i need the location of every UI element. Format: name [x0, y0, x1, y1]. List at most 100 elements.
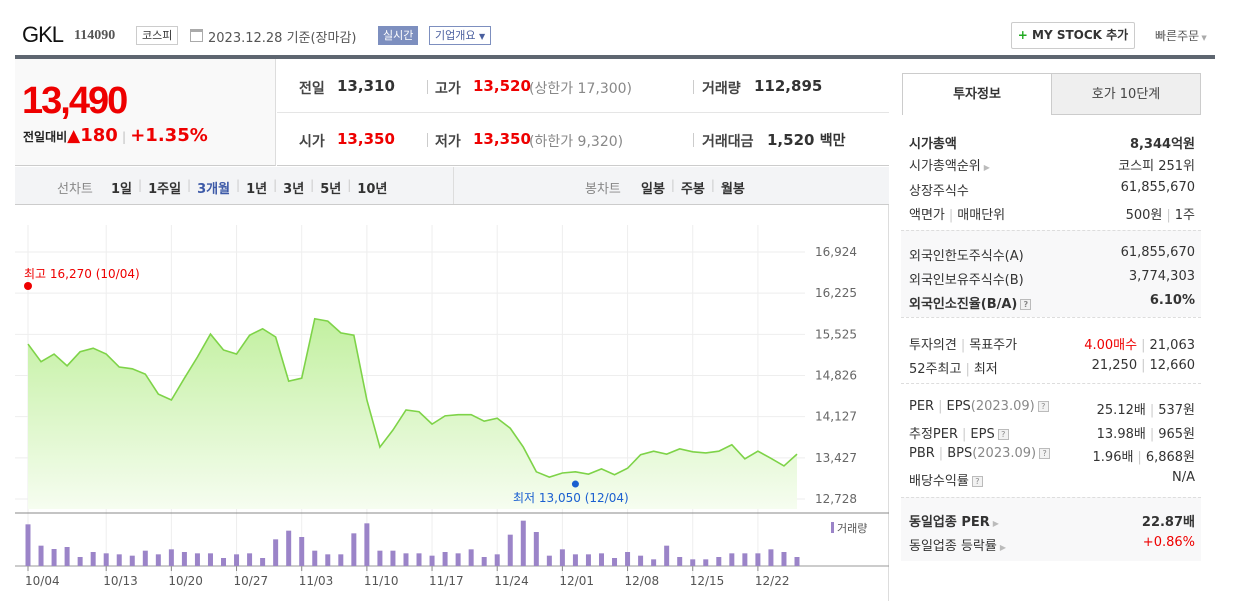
- tab-investment-info[interactable]: 투자정보: [902, 73, 1052, 115]
- info-label: 동일업종 PER ▶: [909, 511, 999, 530]
- company-info-label: 기업개요: [435, 29, 476, 42]
- volume-bar: [468, 549, 474, 566]
- y-tick-label: 15,525: [815, 327, 857, 341]
- volume-bar: [90, 552, 96, 566]
- divider: |: [236, 178, 241, 192]
- volume-bar: [207, 553, 213, 566]
- help-icon[interactable]: ?: [1037, 401, 1049, 412]
- volume-bar: [377, 550, 383, 566]
- divider: |: [965, 362, 970, 377]
- info-value: 25.12배 | 537원: [1096, 403, 1195, 418]
- y-tick-label: 16,225: [815, 286, 857, 300]
- info-label-text: 시가총액: [909, 137, 957, 152]
- chart-tab[interactable]: 5년: [320, 182, 342, 197]
- info-label: 외국인소진율(B/A)?: [909, 293, 1032, 312]
- chart-tab[interactable]: 10년: [357, 182, 388, 197]
- info-label: 시가총액: [909, 133, 957, 152]
- info-row: 액면가 | 매매단위 500원 | 1주: [909, 204, 1195, 223]
- arrow-right-icon[interactable]: ▶: [999, 543, 1007, 552]
- quick-order-dropdown[interactable]: 빠른주문 ▼: [1155, 27, 1207, 44]
- info-label-text-2: EPS: [970, 427, 995, 442]
- arrow-right-icon[interactable]: ▶: [983, 163, 990, 172]
- volume-bar: [416, 553, 422, 566]
- volume-bar: [677, 557, 683, 566]
- info-value: 코스피 251위: [1118, 155, 1195, 174]
- amount-number: 1,520: [767, 131, 815, 149]
- open-label: 시가: [299, 134, 325, 150]
- info-label-text: 추정PER: [909, 427, 959, 442]
- chart-tab[interactable]: 1일: [111, 182, 133, 197]
- chart-tab[interactable]: 월봉: [720, 182, 745, 197]
- base-date: 2023.12.28 기준(장마감): [208, 31, 357, 46]
- price-chart: 16,924 16,225 15,525 14,826 14,127 13,427 12,7…: [15, 205, 889, 601]
- help-icon[interactable]: ?: [1039, 448, 1051, 459]
- chart-tab[interactable]: 일봉: [641, 182, 665, 197]
- plus-icon: +: [1017, 28, 1028, 42]
- y-tick-label: 13,427: [815, 451, 857, 465]
- calendar-icon: [190, 29, 203, 42]
- info-period: (2023.09): [970, 399, 1035, 414]
- info-value-text: 6.10%: [1149, 293, 1195, 308]
- amount-value: 1,520 백만: [767, 130, 845, 150]
- y-tick-label: 16,924: [815, 245, 857, 259]
- info-value-text: 3,774,303: [1128, 269, 1195, 284]
- volume-bar: [234, 554, 240, 566]
- help-icon[interactable]: ?: [971, 476, 983, 487]
- change-percent: +1.35%: [130, 125, 208, 146]
- info-row: 추정PER | EPS? 13.98배 | 965원: [909, 423, 1195, 442]
- help-icon[interactable]: ?: [1020, 299, 1032, 310]
- volume-bar: [572, 554, 578, 566]
- info-value-text-2: 537원: [1158, 403, 1195, 418]
- volume-bar: [77, 557, 83, 566]
- volume-bar: [533, 532, 539, 566]
- volume-bar: [455, 553, 461, 566]
- price-summary: 전일 13,310 고가 13,520 (상한가 17,300) 거래량 112…: [277, 59, 889, 166]
- divider: |: [138, 178, 143, 192]
- info-value: N/A: [1172, 470, 1195, 489]
- info-label: 추정PER | EPS?: [909, 423, 1009, 442]
- volume-bar: [142, 550, 148, 566]
- volume-bar: [781, 552, 787, 566]
- x-tick-label: 10/20: [168, 574, 203, 588]
- info-label: 배당수익률?: [909, 470, 983, 489]
- realtime-button[interactable]: 실시간: [378, 26, 419, 45]
- info-value: 4.00매수 | 21,063: [1084, 338, 1196, 353]
- volume-bar: [794, 557, 800, 566]
- chart-tab[interactable]: 3개월: [197, 182, 231, 197]
- volume-bar: [690, 559, 696, 566]
- chart-tab[interactable]: 주봉: [680, 182, 705, 197]
- x-tick-label: 11/17: [429, 574, 464, 588]
- chart-tab[interactable]: 1주일: [148, 182, 182, 197]
- info-row: 시가총액 8,344억원: [909, 133, 1195, 152]
- volume-bar: [729, 553, 735, 566]
- info-label: PER | EPS(2023.09)?: [909, 399, 1049, 418]
- tab-order-book[interactable]: 호가 10단계: [1051, 73, 1201, 115]
- y-tick-label: 14,826: [815, 369, 857, 383]
- divider: |: [962, 427, 967, 442]
- info-label-text: 배당수익률: [909, 474, 969, 489]
- volume-bar: [638, 555, 644, 566]
- volume-bar: [390, 550, 396, 566]
- volume-bar: [664, 545, 670, 566]
- help-icon[interactable]: ?: [997, 429, 1009, 440]
- info-value: 13.98배 | 965원: [1096, 427, 1195, 442]
- info-label: 외국인한도주식수(A): [909, 245, 1024, 264]
- chart-tab[interactable]: 1년: [246, 182, 268, 197]
- volume-bar: [546, 555, 552, 566]
- current-price: 13,490: [22, 80, 128, 122]
- company-info-dropdown[interactable]: 기업개요 ▼: [429, 26, 492, 45]
- divider: |: [710, 178, 715, 192]
- info-value-text: 1.96배: [1092, 450, 1134, 465]
- add-my-stock-button[interactable]: + MY STOCK 추가: [1011, 22, 1135, 49]
- info-row: 외국인한도주식수(A) 61,855,670: [909, 245, 1195, 264]
- chart-tab[interactable]: 3년: [283, 182, 305, 197]
- volume-bar: [351, 533, 357, 566]
- divider: [15, 55, 1215, 59]
- arrow-right-icon[interactable]: ▶: [992, 519, 999, 528]
- info-label: 상장주식수: [909, 180, 969, 199]
- divider: |: [273, 178, 278, 192]
- price-area: [28, 318, 797, 509]
- info-value-text: N/A: [1172, 470, 1195, 485]
- change-amount: 180: [80, 125, 118, 146]
- info-value-text-2: 21,063: [1149, 338, 1196, 353]
